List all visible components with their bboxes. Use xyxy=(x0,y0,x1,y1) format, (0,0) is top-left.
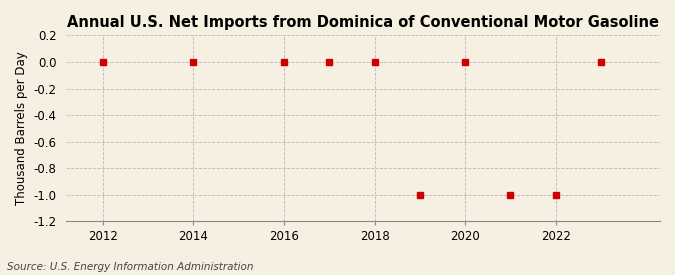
Text: Source: U.S. Energy Information Administration: Source: U.S. Energy Information Administ… xyxy=(7,262,253,272)
Y-axis label: Thousand Barrels per Day: Thousand Barrels per Day xyxy=(15,51,28,205)
Title: Annual U.S. Net Imports from Dominica of Conventional Motor Gasoline: Annual U.S. Net Imports from Dominica of… xyxy=(68,15,659,30)
